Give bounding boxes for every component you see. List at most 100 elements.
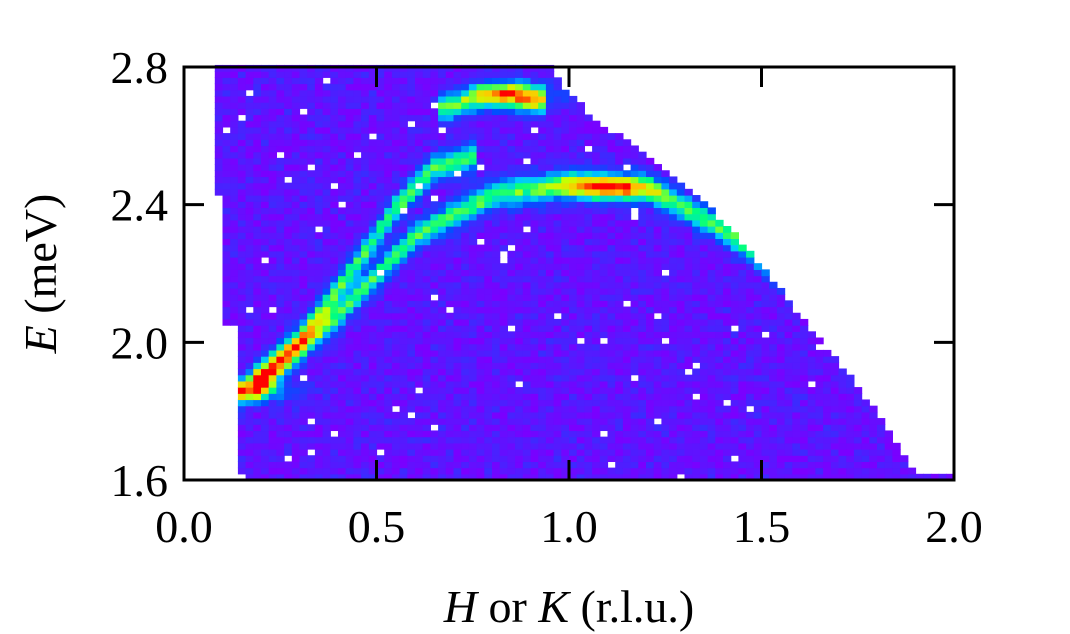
heatmap-cell	[445, 300, 455, 308]
heatmap-cell	[730, 442, 739, 450]
heatmap-cell	[322, 436, 331, 444]
heatmap-cell	[769, 380, 778, 388]
heatmap-cell	[407, 164, 416, 171]
heatmap-cell	[314, 170, 324, 178]
heatmap-cell	[307, 232, 316, 239]
heatmap-cell	[268, 95, 277, 103]
heatmap-cell	[661, 362, 670, 370]
heatmap-cell	[538, 399, 547, 407]
heatmap-cell	[638, 238, 647, 246]
heatmap-cell	[391, 226, 401, 233]
heatmap-cell	[237, 176, 247, 184]
heatmap-cell	[245, 436, 254, 444]
heatmap-cell	[284, 461, 293, 469]
heatmap-cell	[268, 219, 277, 227]
heatmap-cell	[761, 269, 770, 277]
heatmap-cell	[430, 387, 439, 394]
heatmap-cell	[561, 213, 570, 221]
heatmap-cell	[361, 300, 370, 308]
heatmap-cell	[707, 449, 716, 456]
heatmap-cell	[515, 89, 524, 97]
heatmap-cell	[291, 164, 301, 171]
heatmap-cell	[692, 399, 701, 407]
heatmap-cell	[622, 151, 632, 159]
heatmap-cell	[484, 405, 493, 413]
heatmap-cell	[538, 430, 547, 438]
heatmap-cell	[453, 126, 462, 134]
heatmap-cell	[615, 139, 624, 147]
heatmap-cell	[576, 232, 585, 239]
heatmap-cell	[430, 182, 439, 190]
heatmap-cell	[353, 374, 362, 382]
heatmap-cell	[599, 374, 609, 382]
heatmap-cell	[530, 393, 539, 401]
heatmap-cell	[492, 436, 501, 444]
heatmap-cell	[815, 430, 824, 438]
heatmap-cell	[507, 331, 516, 339]
heatmap-cell	[307, 275, 316, 283]
heatmap-cell	[592, 269, 601, 277]
heatmap-cell	[576, 238, 585, 246]
heatmap-cell	[245, 387, 254, 394]
heatmap-cell	[307, 424, 316, 432]
heatmap-cell	[245, 318, 254, 326]
heatmap-cell	[838, 467, 847, 475]
heatmap-cell	[553, 380, 562, 388]
heatmap-cell	[769, 349, 778, 357]
heatmap-cell	[314, 263, 324, 270]
heatmap-cell	[307, 343, 316, 351]
heatmap-cell	[237, 232, 247, 239]
heatmap-cell	[322, 411, 331, 419]
heatmap-cell	[314, 71, 324, 78]
heatmap-cell	[268, 380, 277, 388]
heatmap-cell	[507, 281, 516, 289]
heatmap-cell	[399, 325, 408, 332]
heatmap-cell	[415, 207, 424, 215]
heatmap-cell	[276, 418, 285, 425]
heatmap-cell	[538, 467, 547, 475]
heatmap-cell	[276, 71, 285, 78]
heatmap-cell	[715, 294, 724, 301]
heatmap-cell	[569, 114, 578, 122]
heatmap-cell	[268, 455, 277, 463]
heatmap-cell	[707, 287, 716, 295]
heatmap-cell	[338, 374, 347, 382]
heatmap-cell	[615, 269, 624, 277]
heatmap-cell	[237, 71, 247, 78]
heatmap-cell	[307, 368, 316, 376]
heatmap-cell	[376, 207, 385, 215]
heatmap-cell	[253, 349, 262, 357]
heatmap-cell	[338, 102, 347, 109]
heatmap-cell	[792, 325, 801, 332]
heatmap-cell	[653, 405, 662, 413]
heatmap-cell	[561, 114, 570, 122]
heatmap-cell	[484, 201, 493, 209]
heatmap-cell	[391, 467, 401, 475]
heatmap-cell	[299, 238, 308, 246]
heatmap-cell	[322, 287, 331, 295]
heatmap-cell	[723, 424, 732, 432]
heatmap-cell	[399, 349, 408, 357]
heatmap-cell	[538, 411, 547, 419]
heatmap-cell	[622, 287, 632, 295]
heatmap-cell	[507, 411, 516, 419]
heatmap-cell	[468, 232, 478, 239]
heatmap-cell	[461, 449, 470, 456]
heatmap-cell	[661, 442, 670, 450]
heatmap-cell	[445, 362, 455, 370]
heatmap-cell	[422, 120, 431, 128]
heatmap-cell	[253, 83, 262, 91]
heatmap-cell	[253, 306, 262, 314]
heatmap-cell	[646, 467, 655, 475]
heatmap-cell	[453, 226, 462, 233]
heatmap-cell	[800, 405, 809, 413]
heatmap-cell	[322, 362, 331, 370]
heatmap-cell	[607, 232, 616, 239]
heatmap-cell	[599, 418, 609, 425]
heatmap-cell	[253, 281, 262, 289]
heatmap-cell	[746, 393, 755, 401]
heatmap-cell	[468, 170, 478, 178]
heatmap-cell	[438, 356, 447, 363]
heatmap-cell	[299, 250, 308, 258]
heatmap-cell	[299, 461, 308, 469]
